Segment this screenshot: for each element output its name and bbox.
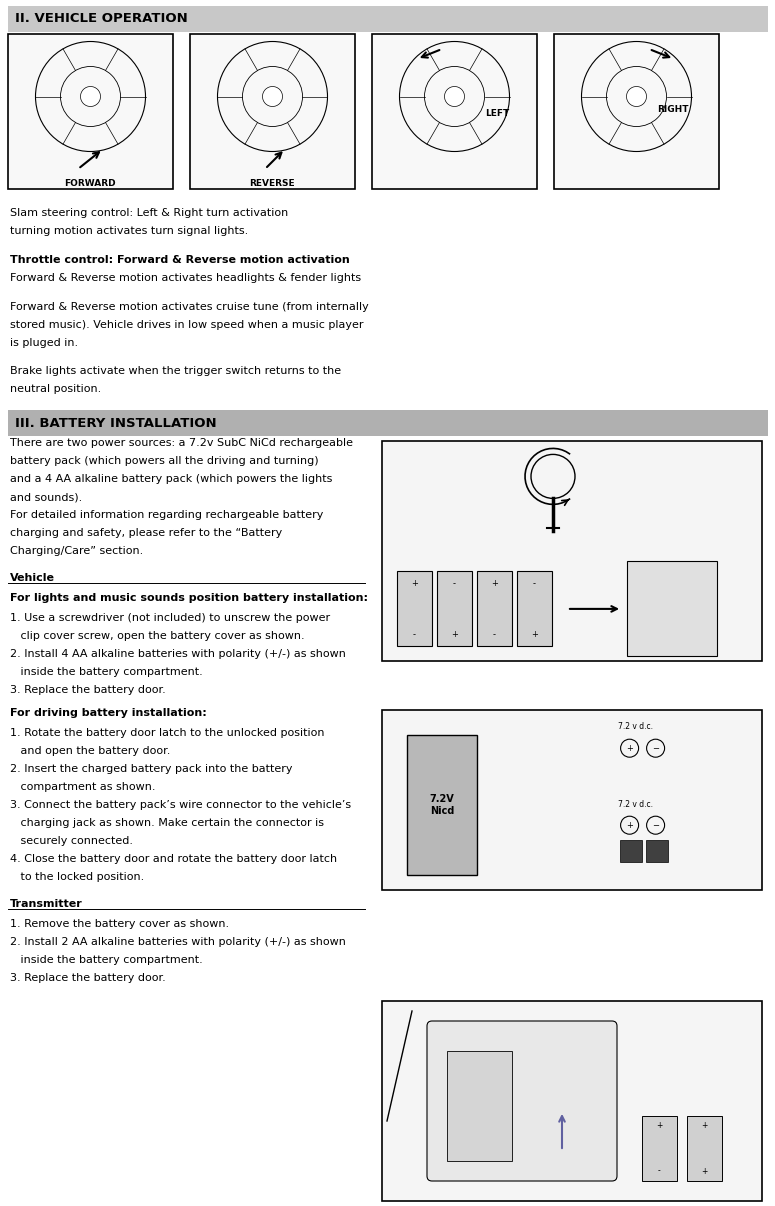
Bar — [382, 441, 762, 661]
Text: -: - — [453, 579, 456, 587]
Bar — [517, 572, 552, 646]
Text: +: + — [701, 1122, 708, 1130]
Text: −: − — [652, 744, 659, 753]
Text: +: + — [411, 579, 418, 587]
Text: +: + — [451, 630, 458, 639]
Text: Slam steering control: Left & Right turn activation: Slam steering control: Left & Right turn… — [10, 207, 288, 218]
Text: For detailed information regarding rechargeable battery: For detailed information regarding recha… — [10, 510, 323, 521]
Text: -: - — [533, 579, 536, 587]
Text: +: + — [701, 1166, 708, 1176]
Text: 1. Remove the battery cover as shown.: 1. Remove the battery cover as shown. — [10, 919, 229, 929]
Bar — [407, 736, 477, 876]
Bar — [477, 572, 512, 646]
Text: compartment as shown.: compartment as shown. — [10, 783, 156, 792]
Text: Charging/Care” section.: Charging/Care” section. — [10, 546, 143, 556]
Text: battery pack (which powers all the driving and turning): battery pack (which powers all the drivi… — [10, 456, 319, 467]
Bar — [8, 34, 173, 189]
Text: neutral position.: neutral position. — [10, 385, 102, 394]
Bar — [8, 6, 768, 33]
Text: 7.2 v d.c.: 7.2 v d.c. — [618, 722, 653, 731]
Text: +: + — [491, 579, 498, 587]
Text: 1. Rotate the battery door latch to the unlocked position: 1. Rotate the battery door latch to the … — [10, 728, 325, 738]
Text: For lights and music sounds position battery installation:: For lights and music sounds position bat… — [10, 593, 368, 603]
Bar — [397, 572, 432, 646]
Text: RIGHT: RIGHT — [657, 105, 689, 113]
Text: stored music). Vehicle drives in low speed when a music player: stored music). Vehicle drives in low spe… — [10, 320, 363, 329]
Bar — [627, 562, 717, 656]
Circle shape — [445, 87, 464, 106]
Text: and sounds).: and sounds). — [10, 492, 82, 503]
Text: charging and safety, please refer to the “Battery: charging and safety, please refer to the… — [10, 528, 282, 538]
Text: securely connected.: securely connected. — [10, 836, 133, 847]
Text: to the locked position.: to the locked position. — [10, 872, 144, 883]
Text: III. BATTERY INSTALLATION: III. BATTERY INSTALLATION — [15, 417, 217, 429]
Text: inside the battery compartment.: inside the battery compartment. — [10, 667, 203, 677]
Text: 7.2V
Nicd: 7.2V Nicd — [429, 795, 454, 816]
Text: Throttle control: Forward & Reverse motion activation: Throttle control: Forward & Reverse moti… — [10, 254, 350, 265]
Text: −: − — [652, 821, 659, 830]
Text: There are two power sources: a 7.2v SubC NiCd rechargeable: There are two power sources: a 7.2v SubC… — [10, 439, 353, 449]
Text: 1. Use a screwdriver (not included) to unscrew the power: 1. Use a screwdriver (not included) to u… — [10, 613, 330, 624]
Bar — [646, 841, 667, 862]
Circle shape — [626, 87, 646, 106]
Bar — [382, 1001, 762, 1201]
Bar — [642, 1116, 677, 1181]
Text: FORWARD: FORWARD — [64, 178, 115, 188]
Text: is pluged in.: is pluged in. — [10, 338, 78, 347]
Bar — [554, 34, 719, 189]
Text: Vehicle: Vehicle — [10, 573, 55, 584]
Text: +: + — [656, 1122, 663, 1130]
Text: II. VEHICLE OPERATION: II. VEHICLE OPERATION — [15, 12, 188, 25]
Text: Brake lights activate when the trigger switch returns to the: Brake lights activate when the trigger s… — [10, 367, 341, 376]
Text: clip cover screw, open the battery cover as shown.: clip cover screw, open the battery cover… — [10, 631, 305, 642]
Bar — [687, 1116, 722, 1181]
Bar — [8, 410, 768, 437]
FancyBboxPatch shape — [427, 1021, 617, 1181]
Text: Forward & Reverse motion activates cruise tune (from internally: Forward & Reverse motion activates cruis… — [10, 302, 369, 311]
Text: 3. Replace the battery door.: 3. Replace the battery door. — [10, 685, 166, 695]
Text: 3. Replace the battery door.: 3. Replace the battery door. — [10, 973, 166, 983]
Text: charging jack as shown. Make certain the connector is: charging jack as shown. Make certain the… — [10, 818, 324, 829]
Text: +: + — [531, 630, 538, 639]
Text: 2. Install 2 AA alkaline batteries with polarity (+/-) as shown: 2. Install 2 AA alkaline batteries with … — [10, 937, 346, 947]
Text: LEFT: LEFT — [485, 110, 509, 118]
Text: 3. Connect the battery pack’s wire connector to the vehicle’s: 3. Connect the battery pack’s wire conne… — [10, 801, 351, 810]
Bar — [447, 1050, 512, 1161]
Text: Transmitter: Transmitter — [10, 900, 83, 909]
Bar — [190, 34, 355, 189]
Bar — [382, 710, 762, 890]
Text: REVERSE: REVERSE — [250, 178, 294, 188]
Circle shape — [263, 87, 283, 106]
Text: 7.2 v d.c.: 7.2 v d.c. — [618, 801, 653, 809]
Bar — [437, 572, 472, 646]
Text: +: + — [626, 744, 633, 753]
Text: and open the battery door.: and open the battery door. — [10, 747, 170, 756]
Bar — [619, 841, 642, 862]
Text: -: - — [493, 630, 496, 639]
Text: 4. Close the battery door and rotate the battery door latch: 4. Close the battery door and rotate the… — [10, 854, 337, 865]
Text: +: + — [626, 821, 633, 830]
Circle shape — [81, 87, 101, 106]
Text: Forward & Reverse motion activates headlights & fender lights: Forward & Reverse motion activates headl… — [10, 273, 361, 282]
Text: turning motion activates turn signal lights.: turning motion activates turn signal lig… — [10, 226, 248, 236]
Text: 2. Install 4 AA alkaline batteries with polarity (+/-) as shown: 2. Install 4 AA alkaline batteries with … — [10, 649, 346, 658]
Text: 2. Insert the charged battery pack into the battery: 2. Insert the charged battery pack into … — [10, 765, 292, 774]
Text: -: - — [658, 1166, 661, 1176]
Bar — [372, 34, 537, 189]
Text: For driving battery installation:: For driving battery installation: — [10, 708, 207, 719]
Text: inside the battery compartment.: inside the battery compartment. — [10, 955, 203, 965]
Text: and a 4 AA alkaline battery pack (which powers the lights: and a 4 AA alkaline battery pack (which … — [10, 474, 332, 485]
Text: -: - — [413, 630, 416, 639]
